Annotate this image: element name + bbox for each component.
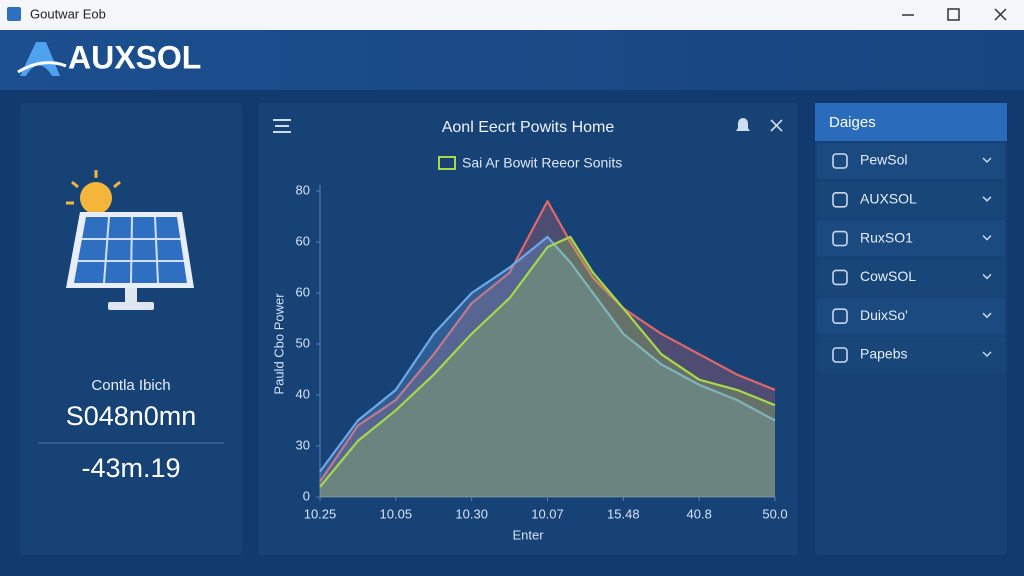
sidebar-item[interactable]: [817, 259, 1005, 296]
y-axis-label: Pauld Cbo Power: [271, 293, 286, 395]
y-tick-label: 0: [303, 488, 310, 503]
chevron[interactable]: [982, 157, 992, 164]
chevron[interactable]: [982, 235, 992, 241]
x-tick-label: 10.07: [531, 506, 564, 521]
sidebar-item[interactable]: [817, 298, 1005, 335]
sidebar-item-label: PewSol: [860, 152, 907, 168]
title-bar: [0, 0, 1024, 30]
sidebar-item[interactable]: [817, 143, 1005, 179]
sidebar-item-label: Papebs: [860, 346, 907, 362]
y-tick-label: 80: [296, 182, 310, 197]
left-panel: [20, 103, 242, 555]
chevron[interactable]: [982, 273, 992, 280]
y-tick-label: 30: [296, 437, 310, 452]
close-button[interactable]: [994, 8, 1007, 21]
solar-icon: [66, 170, 194, 310]
x-tick-label: 10.05: [380, 506, 413, 521]
chevron[interactable]: [982, 312, 992, 319]
sidebar-item[interactable]: [817, 337, 1005, 373]
series-area: [320, 236, 775, 497]
sidebar-item-label: DuixSo': [860, 307, 908, 323]
panel-close[interactable]: [770, 119, 783, 132]
maximize-button[interactable]: [947, 8, 960, 21]
legend-label: Sai Ar Bowit Reeor Sonits: [462, 155, 622, 171]
sidebar-item[interactable]: [817, 220, 1005, 257]
header: [0, 30, 1024, 90]
bell-icon[interactable]: [736, 118, 750, 131]
chart-title: Aonl Eecrt Powits Home: [442, 119, 615, 136]
sidebar-item[interactable]: [817, 181, 1005, 218]
logo-text: AUXSOL: [68, 39, 201, 75]
logo-swoosh: [17, 61, 67, 74]
stat-value: S048n0mn: [66, 401, 197, 431]
y-tick-label: 50: [296, 335, 310, 350]
legend-swatch: [438, 156, 456, 170]
series-area: [320, 201, 775, 497]
chart-panel: [258, 103, 798, 555]
sidebar-item-icon: [832, 230, 848, 247]
sidebar-item-icon: [832, 347, 848, 363]
sidebar-item-icon: [832, 308, 848, 325]
x-tick-label: 15.48: [607, 506, 640, 521]
sidebar-header: [815, 103, 1007, 141]
series-line: [319, 235, 776, 488]
sidebar-item-label: CowSOL: [860, 268, 916, 284]
chevron[interactable]: [982, 351, 992, 358]
x-tick-label: 10.30: [455, 506, 488, 521]
window-title: Goutwar Eob: [30, 6, 106, 21]
x-tick-label: 50.0: [762, 506, 787, 521]
series-line: [319, 200, 776, 483]
sidebar-item-icon: [832, 153, 848, 169]
series-line: [319, 235, 776, 473]
sidebar-item-label: RuxSO1: [860, 229, 913, 245]
app-icon: [7, 7, 21, 21]
x-tick-label: 40.8: [687, 506, 712, 521]
chevron[interactable]: [982, 196, 992, 202]
menu-icon[interactable]: [273, 119, 291, 133]
x-tick-label: 10.25: [304, 506, 337, 521]
series-area: [320, 236, 775, 497]
sidebar-item-icon: [832, 192, 848, 208]
x-axis-label: Enter: [512, 527, 544, 542]
y-tick-label: 40: [296, 386, 310, 401]
y-tick-label: 60: [296, 284, 310, 299]
sidebar-item-icon: [832, 269, 848, 286]
sidebar-title: Daiges: [829, 114, 876, 131]
sidebar-item-label: AUXSOL: [860, 191, 917, 207]
stat-sub-value: -43m.19: [81, 453, 180, 483]
y-tick-label: 60: [296, 233, 310, 248]
stat-label: Contla Ibich: [91, 377, 170, 394]
